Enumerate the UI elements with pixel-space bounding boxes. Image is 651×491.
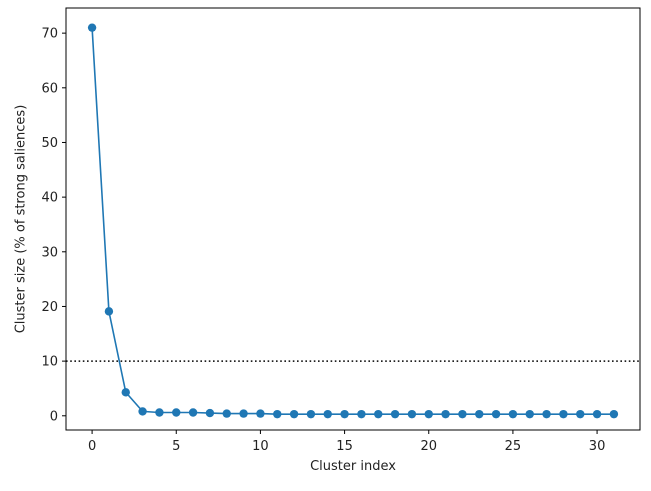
data-point bbox=[458, 409, 467, 419]
data-point bbox=[222, 409, 231, 418]
series-layer bbox=[87, 23, 619, 419]
y-tick-label: 20 bbox=[41, 300, 58, 315]
data-point bbox=[491, 409, 501, 419]
data-point bbox=[188, 408, 198, 417]
data-point bbox=[256, 409, 265, 418]
data-point bbox=[323, 409, 332, 419]
data-point bbox=[205, 408, 215, 418]
data-point bbox=[475, 409, 484, 419]
data-point bbox=[374, 409, 383, 419]
data-point bbox=[121, 388, 130, 397]
data-point bbox=[138, 407, 147, 416]
data-point bbox=[441, 409, 450, 419]
x-axis-label: Cluster index bbox=[310, 459, 396, 474]
x-tick-label: 5 bbox=[172, 439, 180, 454]
data-point bbox=[289, 409, 299, 419]
y-tick-label: 10 bbox=[41, 355, 58, 370]
series-line bbox=[91, 27, 614, 415]
x-tick-label: 0 bbox=[88, 439, 96, 454]
data-point bbox=[508, 409, 518, 419]
x-tick-label: 25 bbox=[505, 439, 522, 454]
data-point bbox=[592, 409, 602, 419]
y-tick-label: 50 bbox=[41, 136, 58, 151]
data-point bbox=[357, 409, 366, 419]
y-axis-label: Cluster size (% of strong saliences) bbox=[14, 105, 29, 334]
data-point bbox=[576, 409, 585, 419]
data-point bbox=[407, 409, 417, 419]
data-point bbox=[87, 23, 97, 32]
x-tick-label: 15 bbox=[336, 439, 353, 454]
data-point bbox=[559, 409, 568, 419]
data-point bbox=[525, 409, 534, 419]
data-point bbox=[424, 409, 433, 419]
ticks: 0 5 10 15 20 25 30 0 10 20 30 40 50 60 70 bbox=[41, 27, 605, 454]
plot-frame bbox=[65, 7, 641, 431]
y-tick-label: 60 bbox=[41, 81, 58, 96]
x-tick-label: 10 bbox=[252, 439, 269, 454]
data-point bbox=[306, 409, 316, 419]
y-tick-label: 70 bbox=[41, 27, 58, 42]
y-tick-label: 40 bbox=[41, 191, 58, 206]
data-point bbox=[390, 409, 400, 419]
data-point bbox=[542, 409, 551, 419]
x-tick-label: 30 bbox=[589, 439, 606, 454]
x-tick-label: 20 bbox=[420, 439, 437, 454]
data-point bbox=[104, 307, 114, 316]
data-point bbox=[609, 409, 619, 419]
y-tick-label: 30 bbox=[41, 245, 58, 260]
data-point bbox=[172, 408, 181, 417]
data-point bbox=[155, 408, 164, 417]
y-tick-label: 0 bbox=[50, 409, 58, 424]
data-point bbox=[239, 409, 248, 418]
data-point bbox=[340, 409, 349, 419]
data-point bbox=[273, 409, 282, 419]
